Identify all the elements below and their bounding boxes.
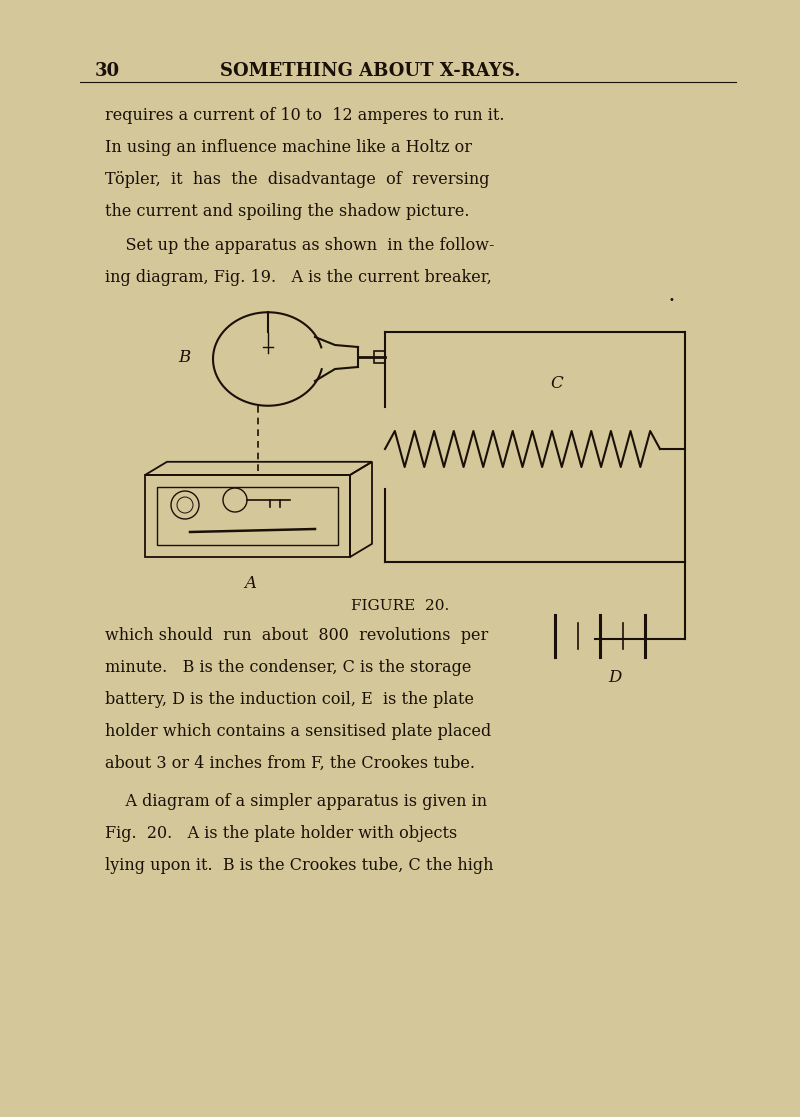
Text: A: A bbox=[244, 575, 256, 592]
Text: D: D bbox=[608, 669, 622, 686]
Bar bbox=[374, 351, 385, 363]
Text: holder which contains a sensitised plate placed: holder which contains a sensitised plate… bbox=[105, 723, 491, 739]
Text: In using an influence machine like a Holtz or: In using an influence machine like a Hol… bbox=[105, 139, 472, 156]
Text: about 3 or 4 inches from F, the Crookes tube.: about 3 or 4 inches from F, the Crookes … bbox=[105, 755, 475, 772]
Text: FIGURE  20.: FIGURE 20. bbox=[351, 599, 449, 613]
Text: requires a current of 10 to  12 amperes to run it.: requires a current of 10 to 12 amperes t… bbox=[105, 107, 505, 124]
Text: •: • bbox=[668, 295, 674, 305]
Text: battery, D is the induction coil, E  is the plate: battery, D is the induction coil, E is t… bbox=[105, 691, 474, 708]
Text: Set up the apparatus as shown  in the follow-: Set up the apparatus as shown in the fol… bbox=[105, 237, 494, 254]
Text: minute.   B is the condenser, C is the storage: minute. B is the condenser, C is the sto… bbox=[105, 659, 471, 676]
Text: which should  run  about  800  revolutions  per: which should run about 800 revolutions p… bbox=[105, 627, 488, 645]
Text: 30: 30 bbox=[95, 63, 120, 80]
Text: A diagram of a simpler apparatus is given in: A diagram of a simpler apparatus is give… bbox=[105, 793, 487, 810]
Text: SOMETHING ABOUT X-RAYS.: SOMETHING ABOUT X-RAYS. bbox=[220, 63, 521, 80]
Text: B: B bbox=[178, 349, 190, 365]
Text: ing diagram, Fig. 19.   A is the current breaker,: ing diagram, Fig. 19. A is the current b… bbox=[105, 269, 492, 286]
Text: Fig.  20.   A is the plate holder with objects: Fig. 20. A is the plate holder with obje… bbox=[105, 825, 458, 842]
Text: the current and spoiling the shadow picture.: the current and spoiling the shadow pict… bbox=[105, 203, 470, 220]
Text: C: C bbox=[550, 375, 562, 392]
Text: Töpler,  it  has  the  disadvantage  of  reversing: Töpler, it has the disadvantage of rever… bbox=[105, 171, 490, 188]
Text: lying upon it.  B is the Crookes tube, C the high: lying upon it. B is the Crookes tube, C … bbox=[105, 857, 494, 873]
